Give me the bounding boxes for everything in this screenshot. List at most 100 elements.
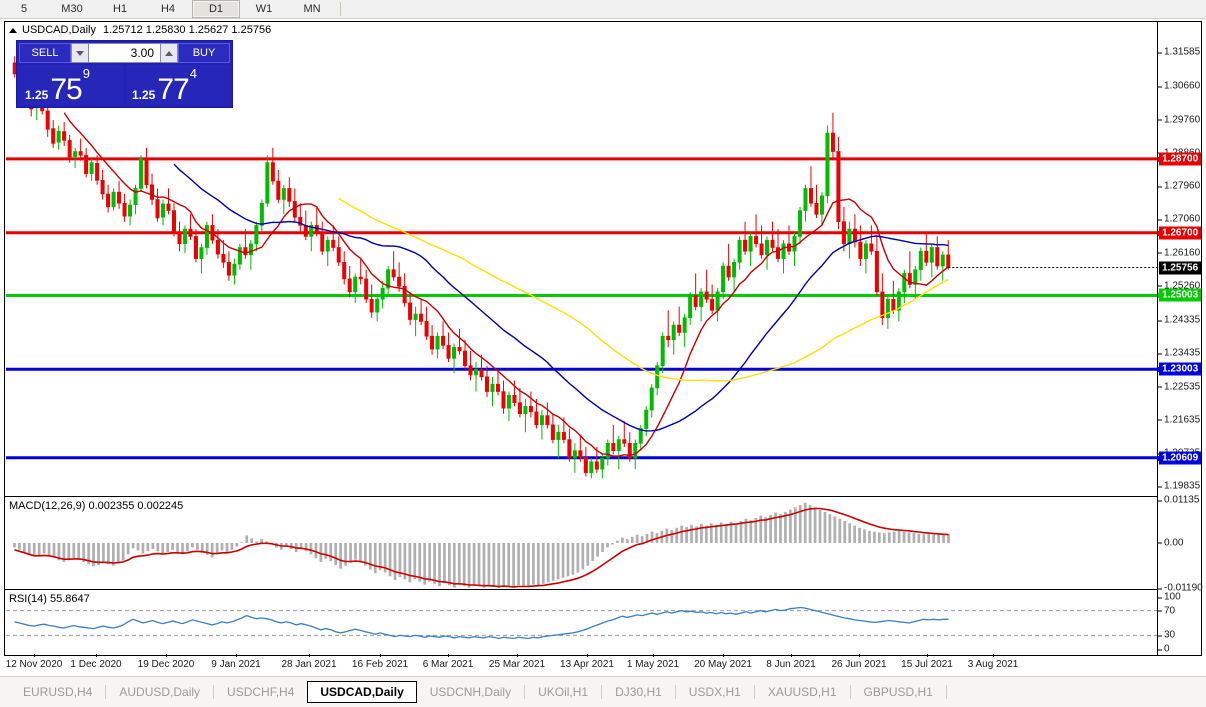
date-axis-mark xyxy=(927,654,928,657)
date-axis-mark xyxy=(517,654,518,657)
volume-increase-button[interactable] xyxy=(160,43,178,63)
date-axis-mark xyxy=(859,654,860,657)
price-label-current-price[interactable]: 1.25756 xyxy=(1159,261,1201,275)
timeframe-toolbar: 5 M30 H1 H4 D1 W1 MN xyxy=(0,0,1206,19)
date-axis-mark xyxy=(380,654,381,657)
date-axis-mark xyxy=(791,654,792,657)
tab-divider xyxy=(945,685,947,699)
sell-price-prefix: 1.25 xyxy=(25,88,49,102)
timeframe-d1[interactable]: D1 xyxy=(192,0,240,18)
date-axis-tick: 9 Jan 2021 xyxy=(211,659,261,670)
price-axis-tick: 1.19835 xyxy=(1158,481,1200,492)
rsi-axis-tick: 30 xyxy=(1158,630,1175,641)
date-axis-tick: 16 Feb 2021 xyxy=(351,659,409,670)
chart-tab-audusd[interactable]: AUDUSD,Daily xyxy=(119,685,201,699)
rsi-title: RSI(14) 55.8647 xyxy=(9,593,90,605)
chart-tab-xauusd[interactable]: XAUUSD,H1 xyxy=(767,685,837,699)
price-line-handle[interactable] xyxy=(1158,156,1163,162)
date-axis-tick: 13 Apr 2021 xyxy=(560,659,614,670)
timeframe-h1[interactable]: H1 xyxy=(112,3,128,15)
price-axis-tick: 1.21635 xyxy=(1158,414,1200,425)
timeframe-m30[interactable]: M30 xyxy=(61,3,83,15)
chevron-down-icon xyxy=(76,50,84,56)
volume-decrease-button[interactable] xyxy=(71,43,89,63)
rsi-axis-tick: 70 xyxy=(1158,605,1175,616)
date-axis[interactable]: 12 Nov 2020 1 Dec 2020 19 Dec 2020 9 Jan 20… xyxy=(4,654,1164,674)
price-axis-tick: 1.27960 xyxy=(1158,181,1200,192)
sell-price-big: 75 xyxy=(50,73,82,105)
rsi-axis-tick: 100 xyxy=(1158,592,1181,603)
tab-divider xyxy=(674,685,676,699)
date-axis-tick: 6 Mar 2021 xyxy=(422,659,474,670)
date-axis-mark xyxy=(587,654,588,657)
timeframe-mn[interactable]: MN xyxy=(303,3,321,15)
date-axis-tick: 19 Dec 2020 xyxy=(137,659,195,670)
price-axis-tick: 1.25260 xyxy=(1158,280,1200,291)
macd-chart-svg xyxy=(13,502,950,588)
price-line-handle[interactable] xyxy=(1158,230,1163,236)
timeframe-5[interactable]: 5 xyxy=(20,3,28,15)
buy-button[interactable]: BUY xyxy=(178,43,230,63)
tab-divider xyxy=(601,685,603,699)
price-label-resistance[interactable]: 1.28700 xyxy=(1159,152,1201,166)
date-axis-tick: 25 Mar 2021 xyxy=(488,659,546,670)
chevron-up-icon xyxy=(165,50,173,56)
date-axis-tick: 28 Jan 2021 xyxy=(281,659,337,670)
date-axis-mark xyxy=(448,654,449,657)
date-axis-tick: 20 May 2021 xyxy=(694,659,752,670)
volume-input[interactable]: 3.00 xyxy=(89,43,160,63)
price-axis-tick: 1.31585 xyxy=(1158,47,1200,58)
date-axis-tick: 12 Nov 2020 xyxy=(5,659,63,670)
date-axis-tick: 1 Dec 2020 xyxy=(70,659,122,670)
rsi-pane[interactable] xyxy=(6,592,1158,654)
macd-title: MACD(12,26,9) 0.002355 0.002245 xyxy=(9,500,184,512)
chart-tab-usdcad[interactable]: USDCAD,Daily xyxy=(307,681,417,703)
timeframe-h4[interactable]: H4 xyxy=(160,3,176,15)
price-axis[interactable]: 1.315851.306601.297601.288601.279601.270… xyxy=(1157,22,1203,655)
sell-price-fraction: 9 xyxy=(82,66,90,81)
chart-tab-ukoil[interactable]: UKOil,H1 xyxy=(538,685,589,699)
price-label-support[interactable]: 1.20609 xyxy=(1159,451,1201,465)
one-click-trading-panel[interactable]: SELL 3.00 BUY 1.25 75 9 1.25 77 xyxy=(16,40,233,108)
price-label-resistance[interactable]: 1.26700 xyxy=(1159,226,1201,240)
date-axis-tick: 3 Aug 2021 xyxy=(967,659,1019,670)
date-axis-mark xyxy=(166,654,167,657)
sell-price-cell[interactable]: 1.25 75 9 xyxy=(19,65,123,105)
chart-tab-usdcnh[interactable]: USDCNH,Daily xyxy=(429,685,512,699)
date-axis-tick: 8 Jun 2021 xyxy=(766,659,816,670)
chart-tab-gbpusd[interactable]: GBPUSD,H1 xyxy=(863,685,933,699)
buy-price-cell[interactable]: 1.25 77 4 xyxy=(126,65,230,105)
sell-button[interactable]: SELL xyxy=(19,43,71,63)
macd-pane[interactable] xyxy=(6,500,1158,588)
price-pane[interactable] xyxy=(6,37,1158,495)
chart-tab-usdx[interactable]: USDX,H1 xyxy=(688,685,741,699)
date-axis-mark xyxy=(309,654,310,657)
macd-axis-tick: 0.01135 xyxy=(1158,495,1199,506)
price-line-handle[interactable] xyxy=(1158,455,1163,461)
price-line-handle[interactable] xyxy=(1158,367,1163,373)
macd-axis-tick: -0.01190 xyxy=(1158,583,1203,594)
date-axis-mark xyxy=(236,654,237,657)
collapse-triangle-icon[interactable] xyxy=(9,27,17,33)
tab-divider xyxy=(524,685,526,699)
date-axis-tick: 1 May 2021 xyxy=(626,659,680,670)
buy-price-fraction: 4 xyxy=(189,66,197,81)
price-label-support[interactable]: 1.25003 xyxy=(1159,288,1201,302)
toolbar-divider xyxy=(340,2,341,16)
timeframe-w1[interactable]: W1 xyxy=(255,3,273,15)
chart-tab-usdchf[interactable]: USDCHF,H4 xyxy=(227,685,295,699)
chart-tab-eurusd[interactable]: EURUSD,H4 xyxy=(23,685,93,699)
price-axis-tick: 1.26160 xyxy=(1158,247,1200,258)
tab-divider xyxy=(105,685,107,699)
symbol-header: USDCAD,Daily 1.25712 1.25830 1.25627 1.2… xyxy=(6,23,1169,37)
price-line-handle[interactable] xyxy=(1158,293,1163,299)
symbol-name: USDCAD,Daily xyxy=(22,24,96,36)
price-label-support[interactable]: 1.23003 xyxy=(1159,362,1201,376)
price-axis-tick: 1.29760 xyxy=(1158,114,1200,125)
tab-divider xyxy=(753,685,755,699)
price-axis-tick: 1.23435 xyxy=(1158,348,1200,359)
price-axis-tick: 1.24335 xyxy=(1158,315,1200,326)
buy-price-prefix: 1.25 xyxy=(132,88,156,102)
chart-tab-dj30[interactable]: DJ30,H1 xyxy=(615,685,662,699)
